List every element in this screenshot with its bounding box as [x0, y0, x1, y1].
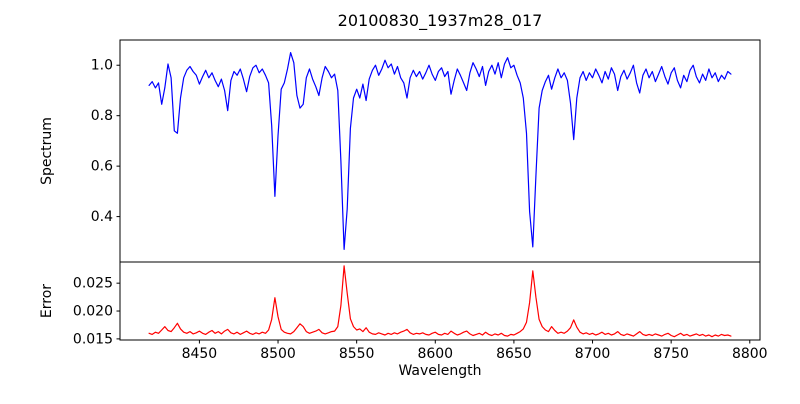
spectrum-ytick-label: 0.6 [91, 159, 113, 175]
spectrum-axis-label: Spectrum [39, 117, 55, 185]
chart-title: 20100830_1937m28_017 [337, 11, 543, 30]
error-ytick-label: 0.025 [73, 276, 113, 292]
xtick-label: 8600 [417, 346, 453, 362]
error-ytick-label: 0.015 [73, 331, 113, 347]
error-axis-label: Error [39, 283, 55, 319]
xtick-label: 8800 [732, 346, 768, 362]
xtick-label: 8550 [339, 346, 375, 362]
spectrum-ytick-label: 0.4 [91, 209, 113, 225]
xtick-label: 8650 [496, 346, 532, 362]
spectrum-ytick-label: 0.8 [91, 108, 113, 124]
spectrum-line [148, 52, 732, 250]
error-line [148, 265, 732, 338]
xtick-label: 8750 [653, 346, 689, 362]
error-panel-frame [119, 261, 761, 341]
wavelength-axis-label: Wavelength [398, 363, 482, 379]
spectrum-ytick-label: 1.0 [91, 58, 113, 74]
xtick-label: 8700 [575, 346, 611, 362]
xtick-label: 8500 [260, 346, 296, 362]
xtick-label: 8450 [182, 346, 218, 362]
error-ytick-label: 0.020 [73, 304, 113, 320]
